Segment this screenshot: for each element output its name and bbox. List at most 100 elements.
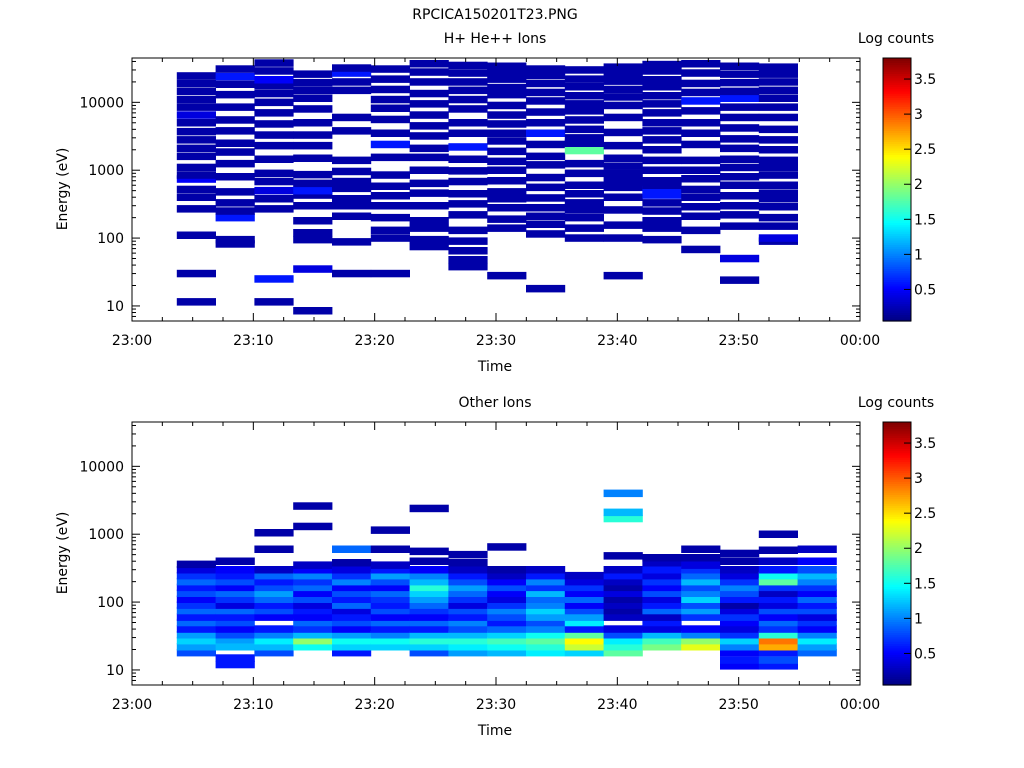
heatmap-cell xyxy=(215,199,255,207)
heatmap-cell xyxy=(642,589,682,597)
figure-title: RPCICA150201T23.PNG xyxy=(412,7,577,23)
heatmap-cell xyxy=(215,635,255,644)
heatmap-cell xyxy=(797,583,837,592)
heatmap-cell xyxy=(681,625,721,633)
heatmap-cell xyxy=(681,193,721,201)
heatmap-cell xyxy=(526,631,566,639)
colorbar-tick-label: 1 xyxy=(914,247,923,263)
colorbar-step xyxy=(883,187,911,191)
colorbar-tick-label: 3.5 xyxy=(914,72,936,88)
heatmap-cell xyxy=(487,68,527,76)
colorbar-step xyxy=(883,163,911,166)
heatmap-cell xyxy=(758,595,798,603)
heatmap-cell xyxy=(215,159,255,168)
colorbar-step xyxy=(883,150,911,153)
colorbar-step xyxy=(883,128,911,131)
heatmap-cell xyxy=(215,660,255,669)
heatmap-cell xyxy=(176,111,216,119)
heatmap-cell xyxy=(409,111,449,119)
heatmap-cell xyxy=(564,595,604,603)
heatmap-cell xyxy=(681,97,721,105)
colorbar-step xyxy=(883,531,911,535)
heatmap-cell xyxy=(487,166,527,174)
colorbar-step xyxy=(883,500,911,504)
heatmap-cell xyxy=(642,92,682,100)
heatmap-cell xyxy=(332,606,372,615)
colorbar-step xyxy=(883,476,911,480)
heatmap-cell xyxy=(176,595,216,603)
heatmap-cell xyxy=(487,271,527,280)
heatmap-cell xyxy=(603,601,643,609)
heatmap-cell xyxy=(681,577,721,586)
heatmap-cell xyxy=(603,177,643,185)
heatmap-cell xyxy=(176,185,216,194)
heatmap-cell xyxy=(176,625,216,633)
heatmap-cell xyxy=(215,173,255,181)
heatmap-cell xyxy=(720,606,760,615)
heatmap-cell xyxy=(642,618,682,627)
heatmap-cell xyxy=(293,561,333,569)
heatmap-cell xyxy=(254,636,294,645)
colorbar-step xyxy=(883,141,911,145)
heatmap-cell xyxy=(215,557,255,565)
colorbar-step xyxy=(883,628,911,631)
heatmap-cell xyxy=(720,202,760,210)
x-tick-label: 00:00 xyxy=(840,333,880,349)
heatmap-cell xyxy=(254,89,294,98)
heatmap-cell xyxy=(564,169,604,178)
heatmap-cell xyxy=(603,183,643,192)
colorbar-step xyxy=(883,507,911,511)
heatmap-cell xyxy=(409,595,449,603)
heatmap-cell xyxy=(487,648,527,657)
colorbar-step xyxy=(883,660,911,664)
colorbar-step xyxy=(883,562,911,566)
colorbar-step xyxy=(883,108,911,112)
heatmap-cell xyxy=(254,67,294,75)
heatmap-cell xyxy=(681,571,721,580)
colorbar-tick-label: 2 xyxy=(914,541,923,557)
heatmap-cell xyxy=(681,601,721,609)
colorbar-step xyxy=(883,68,911,72)
colorbar-step xyxy=(883,645,911,649)
colorbar-step xyxy=(883,671,911,675)
heatmap-cell xyxy=(487,137,527,145)
colorbar-step xyxy=(883,542,911,546)
heatmap-cell xyxy=(758,163,798,172)
heatmap-cell xyxy=(370,631,410,639)
heatmap-cell xyxy=(293,583,333,592)
heatmap-cell xyxy=(215,618,255,627)
heatmap-cell xyxy=(215,139,255,147)
colorbar-step xyxy=(883,535,911,539)
heatmap-cell xyxy=(603,93,643,101)
heatmap-cell xyxy=(603,625,643,633)
heatmap-cell xyxy=(293,105,333,113)
heatmap-cell xyxy=(642,577,682,586)
colorbar-step xyxy=(883,481,911,484)
heatmap-cell xyxy=(293,643,333,651)
colorbar-step xyxy=(883,185,911,188)
heatmap-cell xyxy=(332,238,372,246)
heatmap-cell xyxy=(642,199,682,207)
colorbar-step xyxy=(883,158,911,162)
heatmap-cell xyxy=(720,571,760,580)
heatmap-cell xyxy=(758,636,798,645)
heatmap-cell xyxy=(370,234,410,242)
colorbar-step xyxy=(883,139,911,142)
heatmap-cell xyxy=(332,177,372,186)
heatmap-cell xyxy=(332,595,372,603)
heatmap-cell xyxy=(720,254,760,263)
colorbar-step xyxy=(883,250,911,254)
colorbar-step xyxy=(883,156,911,160)
heatmap-cell xyxy=(758,530,798,538)
heatmap-cell xyxy=(409,613,449,621)
heatmap-cell xyxy=(526,194,566,202)
colorbar-step xyxy=(883,266,911,269)
heatmap-cell xyxy=(293,631,333,639)
heatmap-cell xyxy=(409,625,449,633)
heatmap-cell xyxy=(215,606,255,615)
heatmap-cell xyxy=(642,224,682,232)
heatmap-cell xyxy=(332,113,372,122)
heatmap-cell xyxy=(797,636,837,645)
heatmap-cell xyxy=(564,139,604,147)
heatmap-cell xyxy=(564,631,604,639)
